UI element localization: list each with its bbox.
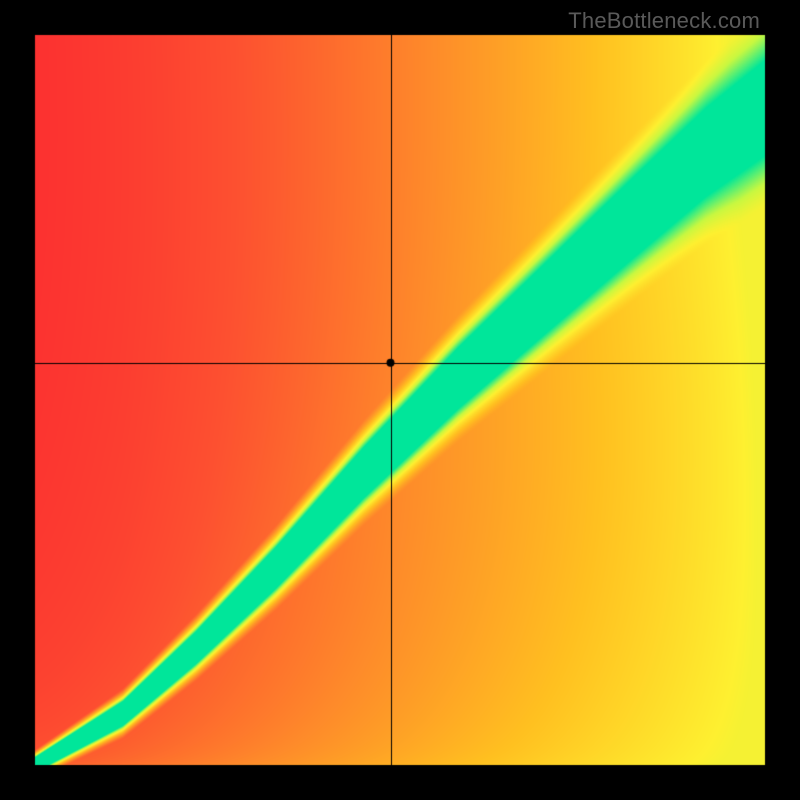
bottleneck-heatmap <box>0 0 800 800</box>
watermark-text: TheBottleneck.com <box>568 8 760 34</box>
chart-container: TheBottleneck.com <box>0 0 800 800</box>
